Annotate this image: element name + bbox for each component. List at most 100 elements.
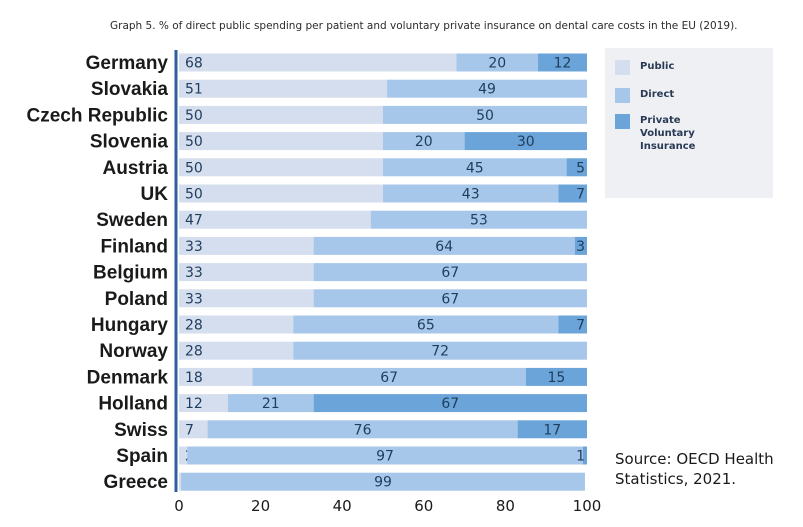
category-label-hungary: Hungary [91, 315, 169, 336]
x-tick-label: 60 [414, 497, 433, 515]
value-label: 53 [470, 213, 488, 229]
category-label-belgium: Belgium [93, 263, 168, 284]
bar-direct-hungary [293, 315, 559, 334]
value-label: 17 [543, 422, 561, 438]
category-label-uk: UK [141, 184, 169, 205]
source-line-2: Statistics, 2021. [615, 470, 737, 488]
value-label: 33 [185, 265, 203, 281]
value-label: 49 [478, 82, 496, 98]
value-label: 51 [185, 82, 203, 98]
value-label: 50 [185, 187, 203, 203]
bar-private-voluntary-insurance-spain [582, 446, 587, 465]
value-label: 1 [576, 449, 585, 465]
bar-public-slovenia [179, 132, 383, 151]
bar-private-voluntary-insurance-slovenia [464, 132, 587, 151]
value-label: 18 [185, 370, 203, 386]
bar-public-finland [179, 236, 314, 255]
bar-direct-swiss [207, 420, 518, 439]
category-label-denmark: Denmark [87, 367, 169, 388]
value-label: 50 [476, 108, 494, 124]
category-label-czech-republic: Czech Republic [27, 105, 169, 126]
bar-public-norway [179, 341, 294, 360]
bar-direct-slovenia [383, 132, 465, 151]
category-label-finland: Finland [100, 236, 168, 257]
bar-public-sweden [179, 210, 371, 229]
bar-public-poland [179, 289, 314, 308]
bar-direct-greece [181, 472, 585, 491]
value-label: 7 [185, 422, 194, 438]
value-label: 28 [185, 344, 203, 360]
bar-private-voluntary-insurance-denmark [525, 367, 587, 386]
legend-label-public: Public [640, 61, 675, 72]
value-label: 99 [374, 475, 392, 491]
value-label: 50 [185, 160, 203, 176]
value-label: 20 [415, 134, 433, 150]
value-label: 50 [185, 134, 203, 150]
value-label: 12 [554, 56, 572, 72]
value-label: 45 [466, 160, 484, 176]
value-label: 3 [576, 239, 585, 255]
category-label-swiss: Swiss [114, 420, 168, 441]
bar-private-voluntary-insurance-uk [558, 184, 587, 203]
x-tick-label: 20 [251, 497, 270, 515]
bar-direct-belgium [313, 263, 587, 282]
bar-private-voluntary-insurance-austria [566, 158, 587, 177]
bar-direct-uk [383, 184, 559, 203]
category-label-slovenia: Slovenia [90, 132, 169, 153]
value-label: 5 [576, 160, 585, 176]
category-label-norway: Norway [99, 341, 168, 362]
bar-direct-spain [187, 446, 583, 465]
category-label-slovakia: Slovakia [91, 79, 169, 100]
value-label: 72 [431, 344, 449, 360]
x-tick-label: 100 [573, 497, 602, 515]
category-label-spain: Spain [116, 446, 168, 467]
value-label: 33 [185, 239, 203, 255]
source-note: Source: OECD Health Statistics, 2021. [615, 449, 785, 489]
bar-private-voluntary-insurance-swiss [517, 420, 587, 439]
category-label-sweden: Sweden [96, 210, 168, 231]
bar-public-germany [179, 53, 457, 72]
value-label: 76 [354, 422, 372, 438]
value-label: 21 [262, 396, 280, 412]
value-label: 67 [380, 370, 398, 386]
value-label: 65 [417, 318, 435, 334]
value-label: 97 [376, 449, 394, 465]
bar-private-voluntary-insurance-finland [574, 236, 587, 255]
value-label: 12 [185, 396, 203, 412]
category-label-austria: Austria [103, 158, 169, 179]
value-label: 20 [488, 56, 506, 72]
legend-label-private-insurance: Private Voluntary Insurance [640, 115, 696, 152]
bar-public-czech-republic [179, 105, 383, 124]
bar-private-voluntary-insurance-hungary [558, 315, 587, 334]
value-label: 15 [547, 370, 565, 386]
x-tick-label: 40 [333, 497, 352, 515]
bar-direct-poland [313, 289, 587, 308]
bar-direct-norway [293, 341, 587, 360]
bar-direct-denmark [252, 367, 526, 386]
bar-public-greece [179, 472, 182, 491]
value-label: 50 [185, 108, 203, 124]
value-label: 47 [185, 213, 203, 229]
bar-public-spain [179, 446, 188, 465]
bar-direct-czech-republic [383, 105, 587, 124]
category-label-holland: Holland [98, 394, 168, 415]
category-label-poland: Poland [105, 289, 168, 310]
legend-swatch-private-insurance [615, 114, 630, 129]
value-label: 67 [441, 396, 459, 412]
bar-direct-germany [456, 53, 539, 72]
bar-public-swiss [179, 420, 208, 439]
value-label: 64 [435, 239, 453, 255]
value-label: 43 [462, 187, 480, 203]
chart-title: Graph 5. % of direct public spending per… [110, 20, 738, 32]
value-label: 30 [517, 134, 535, 150]
legend-item-private-insurance: Private Voluntary Insurance [615, 114, 735, 153]
x-tick-label: 80 [496, 497, 515, 515]
bar-private-voluntary-insurance-holland [313, 394, 587, 413]
legend-label-direct: Direct [640, 89, 675, 100]
bar-public-slovakia [179, 79, 388, 98]
bar-direct-holland [227, 394, 314, 413]
bar-direct-sweden [370, 210, 587, 229]
bar-public-belgium [179, 263, 314, 282]
value-label: 67 [441, 265, 459, 281]
